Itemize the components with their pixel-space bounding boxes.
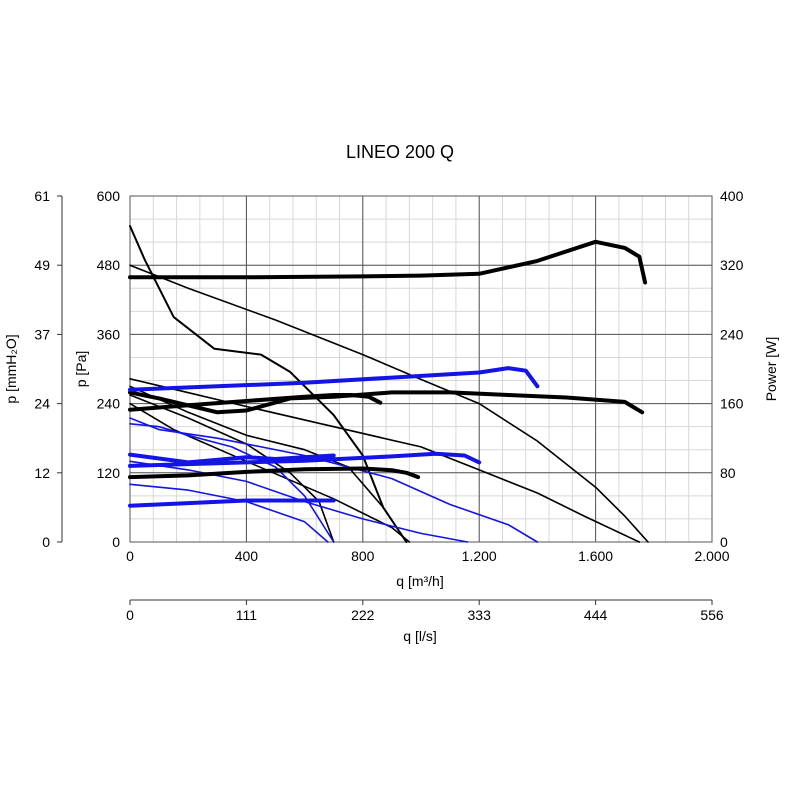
- x2-axis-ticks: 0 111 222 333 444 556: [126, 600, 724, 623]
- y2-tick-label: 0: [42, 534, 50, 550]
- power-curve-black: [128, 239, 648, 285]
- x-tick-label: 400: [235, 548, 259, 564]
- power-curve-blue: [128, 452, 336, 465]
- y2-axis-label: p [mmH₂O]: [3, 334, 19, 403]
- y-tick-label: 120: [97, 465, 121, 481]
- x-tick-label: 0: [126, 548, 134, 564]
- y3-axis-ticks: 0 80 160 240 320 400: [720, 188, 744, 550]
- power-curve-blue: [128, 366, 540, 392]
- x2-tick-label: 444: [584, 607, 608, 623]
- y2-tick-label: 24: [34, 396, 50, 412]
- y3-axis-label: Power [W]: [763, 337, 779, 402]
- y3-tick-label: 400: [720, 188, 744, 204]
- plot-area-border: [129, 195, 713, 543]
- x-tick-label: 2.000: [694, 548, 729, 564]
- x2-tick-label: 111: [236, 607, 257, 623]
- y-axis-ticks: 0 120 240 360 480 600: [97, 188, 121, 550]
- y2-tick-label: 12: [34, 465, 50, 481]
- y3-tick-label: 240: [720, 326, 744, 342]
- x-tick-label: 1.200: [462, 548, 497, 564]
- power-curve-blue: [128, 498, 336, 508]
- power-curve-black: [128, 466, 421, 480]
- x-tick-label: 1.600: [578, 548, 613, 564]
- power-curve-black: [128, 390, 645, 415]
- series-layer: [128, 225, 649, 543]
- y3-tick-label: 80: [720, 465, 736, 481]
- x2-tick-label: 556: [700, 607, 724, 623]
- y-tick-label: 600: [97, 188, 121, 204]
- y-tick-label: 0: [112, 534, 120, 550]
- pressure-curve-black: [129, 377, 641, 543]
- y3-tick-label: 160: [720, 396, 744, 412]
- y-tick-label: 240: [97, 396, 121, 412]
- x2-tick-label: 222: [351, 607, 375, 623]
- x-axis-ticks: 0 400 800 1.200 1.600 2.000: [126, 548, 730, 564]
- y3-tick-label: 0: [720, 534, 728, 550]
- y2-tick-label: 61: [34, 188, 50, 204]
- pressure-curve-black: [129, 402, 411, 543]
- pressure-curve-black: [129, 225, 408, 543]
- power-curve-blue: [128, 451, 482, 468]
- y2-axis-ticks: 0 12 24 37 49 61: [34, 188, 62, 550]
- y-axis-label: p [Pa]: [73, 351, 89, 388]
- y2-tick-label: 37: [34, 326, 50, 342]
- pressure-curve-blue: [129, 422, 335, 543]
- y3-tick-label: 320: [720, 257, 744, 273]
- x2-tick-label: 0: [126, 607, 134, 623]
- y-tick-label: 480: [97, 257, 121, 273]
- pressure-curve-black: [129, 385, 408, 543]
- y2-tick-label: 49: [34, 257, 50, 273]
- x2-tick-label: 333: [468, 607, 492, 623]
- x-tick-label: 800: [351, 548, 375, 564]
- x2-axis-label: q [l/s]: [403, 628, 436, 644]
- pressure-curve-blue: [129, 483, 329, 543]
- y-tick-label: 360: [97, 326, 121, 342]
- chart-title: LINEO 200 Q: [346, 142, 454, 162]
- x-axis-label: q [m³/h]: [396, 573, 443, 589]
